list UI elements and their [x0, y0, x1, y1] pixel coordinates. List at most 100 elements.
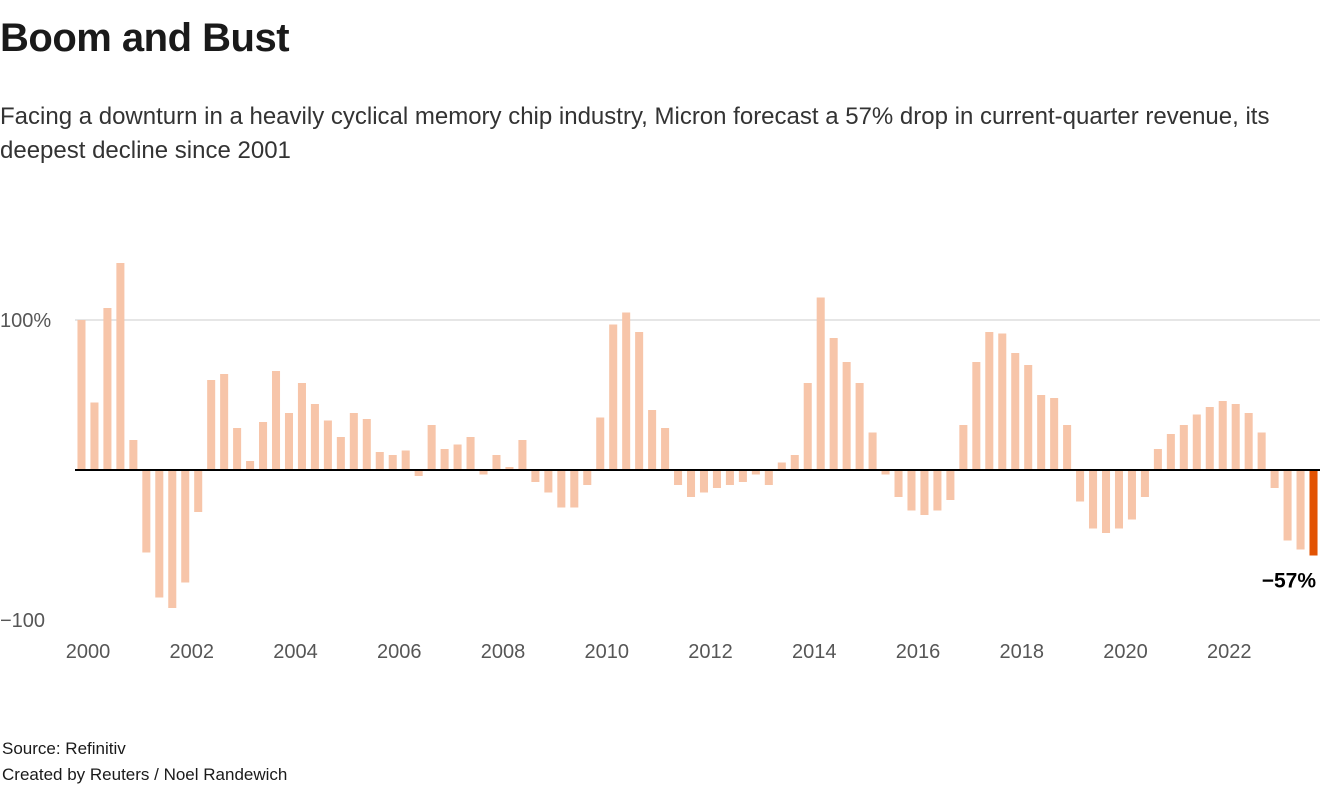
x-tick-label: 2022	[1207, 641, 1252, 663]
chart-title: Boom and Bust	[0, 16, 290, 60]
bar	[661, 428, 670, 470]
bar	[207, 380, 216, 470]
bar	[1192, 414, 1201, 470]
bar	[1257, 432, 1266, 470]
bar	[492, 455, 501, 470]
bar	[946, 470, 955, 500]
x-tick-label: 2006	[377, 641, 422, 663]
bar	[246, 461, 255, 470]
bar	[336, 437, 345, 470]
bar	[466, 437, 475, 470]
bar	[855, 383, 864, 470]
x-tick-label: 2012	[688, 641, 733, 663]
bar	[920, 470, 929, 515]
bar	[388, 455, 397, 470]
bar	[777, 462, 786, 470]
bar	[1153, 449, 1162, 470]
bar	[829, 338, 838, 470]
bar	[1101, 470, 1111, 533]
bar	[1218, 401, 1227, 470]
bar	[271, 371, 281, 470]
bar	[725, 470, 734, 485]
bar	[868, 432, 877, 470]
annotation-label: −57%	[1262, 570, 1317, 593]
bar	[609, 324, 618, 470]
y-tick-label: −100	[0, 610, 45, 632]
bar	[323, 420, 332, 470]
bar	[881, 470, 890, 475]
bar	[297, 383, 306, 470]
bar	[1166, 434, 1175, 470]
x-tick-label: 2002	[169, 641, 214, 663]
bar	[284, 413, 294, 470]
x-tick-label: 2010	[584, 641, 629, 663]
bar-chart: 100% −100 2000 2002 2004 2006 2008 2010 2012 2014…	[0, 230, 1320, 680]
bar-chart-canvas: 100% −100 2000 2002 2004 2006 2008 2010 2012 2014…	[0, 263, 1320, 663]
bar	[764, 470, 773, 485]
bar	[1244, 413, 1253, 470]
bar	[220, 374, 229, 470]
bar	[557, 470, 566, 508]
bar	[1140, 470, 1149, 497]
bar	[803, 383, 812, 470]
bar	[1179, 425, 1188, 470]
bar	[1024, 365, 1033, 470]
bar	[1011, 353, 1020, 470]
bar	[712, 470, 721, 488]
bar	[1050, 398, 1059, 470]
bar	[1063, 425, 1072, 470]
bar	[1296, 470, 1305, 550]
bar	[440, 449, 449, 470]
bar	[622, 312, 631, 470]
bar	[129, 440, 138, 470]
bar	[401, 450, 410, 470]
bar	[596, 417, 605, 470]
bar	[1270, 470, 1279, 488]
x-tick-label: 2016	[896, 641, 941, 663]
bar	[1076, 470, 1085, 502]
bar	[998, 333, 1007, 470]
bar	[738, 470, 747, 482]
bar	[375, 452, 384, 470]
bar	[933, 470, 942, 511]
x-tick-label: 2000	[66, 641, 111, 663]
bar	[699, 470, 709, 493]
bar	[142, 470, 151, 553]
bar	[583, 470, 592, 485]
bar	[453, 444, 462, 470]
bar	[479, 470, 488, 475]
bar	[894, 470, 903, 497]
x-tick-label: 2008	[481, 641, 526, 663]
x-tick-label: 2004	[273, 641, 318, 663]
x-tick-label: 2020	[1103, 641, 1148, 663]
bar	[686, 470, 696, 497]
bar	[90, 402, 99, 470]
bar	[414, 470, 423, 476]
bar	[259, 422, 268, 470]
bar	[1089, 470, 1098, 529]
bar	[1114, 470, 1124, 529]
bar	[842, 362, 851, 470]
bar	[1205, 407, 1214, 470]
bar	[648, 410, 657, 470]
bar	[972, 362, 981, 470]
bar	[194, 470, 203, 512]
x-tick-label: 2018	[999, 641, 1044, 663]
source-line: Source: Refinitiv	[2, 739, 126, 758]
bar	[103, 308, 112, 470]
bar	[233, 428, 242, 470]
chart-footer: Source: Refinitiv Created by Reuters / N…	[2, 736, 287, 789]
bar	[570, 470, 579, 508]
bar	[635, 332, 644, 470]
credit-line: Created by Reuters / Noel Randewich	[2, 765, 288, 785]
bar	[816, 297, 825, 470]
bar-forecast	[1309, 470, 1318, 556]
bar	[674, 470, 683, 485]
bar	[77, 320, 86, 470]
bar	[531, 470, 540, 482]
bar	[505, 467, 514, 470]
bar	[1127, 470, 1136, 520]
bar	[168, 470, 177, 608]
bar	[155, 470, 164, 598]
